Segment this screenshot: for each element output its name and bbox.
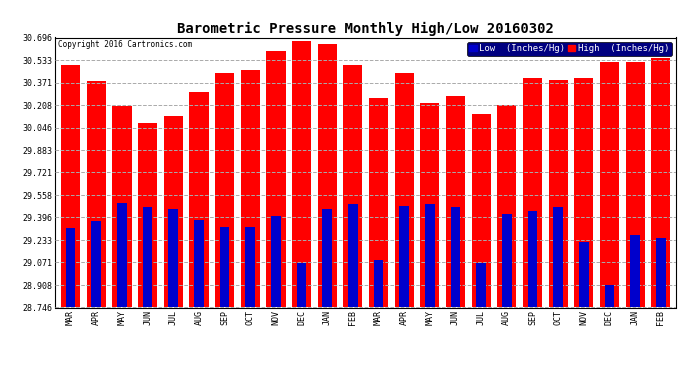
Bar [651, 58, 671, 308]
Bar [143, 207, 152, 308]
Bar [451, 207, 460, 308]
Bar [476, 262, 486, 308]
Bar [297, 262, 306, 308]
Bar [553, 207, 563, 308]
Bar [246, 226, 255, 308]
Bar [87, 81, 106, 308]
Bar [523, 78, 542, 308]
Bar [219, 226, 230, 308]
Bar [502, 214, 512, 308]
Bar [112, 106, 132, 307]
Title: Barometric Pressure Monthly High/Low 20160302: Barometric Pressure Monthly High/Low 201… [177, 22, 554, 36]
Text: Copyright 2016 Cartronics.com: Copyright 2016 Cartronics.com [58, 40, 193, 49]
Bar [579, 242, 589, 308]
Bar [497, 105, 516, 308]
Bar [656, 238, 666, 308]
Bar [374, 260, 384, 308]
Bar [91, 221, 101, 308]
Bar [292, 41, 311, 308]
Legend: Low  (Inches/Hg), High  (Inches/Hg): Low (Inches/Hg), High (Inches/Hg) [467, 42, 671, 56]
Bar [117, 203, 127, 308]
Bar [420, 104, 440, 308]
Bar [574, 78, 593, 308]
Bar [626, 62, 644, 308]
Bar [61, 64, 80, 308]
Bar [194, 220, 204, 308]
Bar [317, 44, 337, 308]
Bar [66, 228, 75, 308]
Bar [446, 96, 465, 308]
Bar [549, 80, 568, 308]
Bar [138, 123, 157, 308]
Bar [322, 209, 332, 308]
Bar [604, 285, 614, 308]
Bar [471, 114, 491, 308]
Bar [189, 92, 208, 308]
Bar [528, 211, 538, 308]
Bar [343, 64, 362, 308]
Bar [630, 235, 640, 308]
Bar [241, 70, 260, 308]
Bar [266, 51, 286, 308]
Bar [395, 73, 414, 308]
Bar [400, 206, 409, 308]
Bar [425, 204, 435, 308]
Bar [348, 204, 357, 308]
Bar [215, 73, 234, 308]
Bar [164, 116, 183, 308]
Bar [168, 209, 178, 308]
Bar [271, 216, 281, 308]
Bar [369, 98, 388, 308]
Bar [600, 62, 619, 308]
